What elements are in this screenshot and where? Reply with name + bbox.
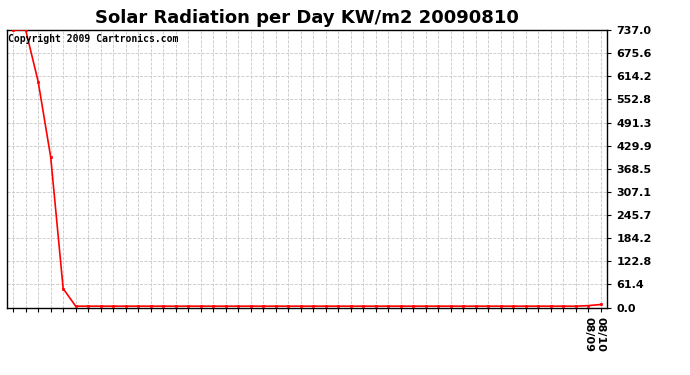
Text: Copyright 2009 Cartronics.com: Copyright 2009 Cartronics.com: [8, 34, 179, 44]
Title: Solar Radiation per Day KW/m2 20090810: Solar Radiation per Day KW/m2 20090810: [95, 9, 519, 27]
